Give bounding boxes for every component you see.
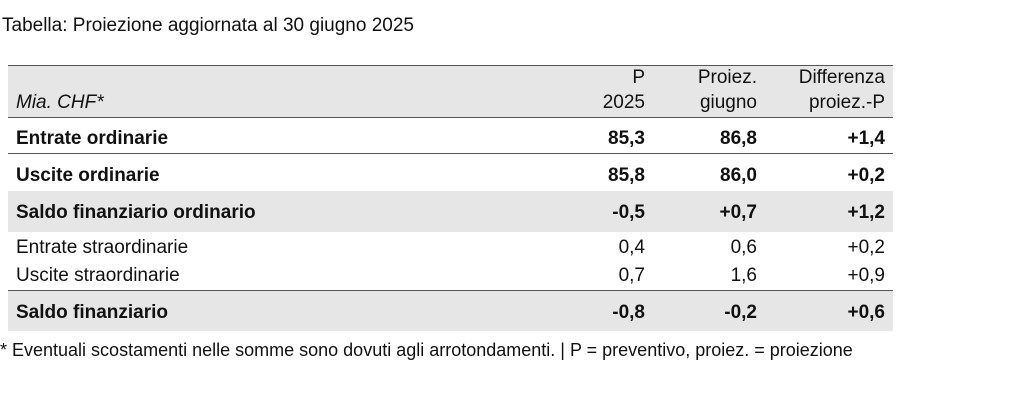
row-label: Saldo finanziario bbox=[16, 302, 169, 323]
cell: 86,8 bbox=[720, 128, 757, 149]
row-label: Saldo finanziario ordinario bbox=[16, 202, 256, 223]
header-bg bbox=[8, 65, 893, 117]
cell: 85,8 bbox=[608, 165, 645, 186]
cell: +1,4 bbox=[847, 128, 885, 149]
footnote: * Eventuali scostamenti nelle somme sono… bbox=[0, 340, 853, 360]
cell: 85,3 bbox=[608, 128, 645, 149]
column-header: 2025 bbox=[602, 92, 645, 113]
cell: +0,2 bbox=[847, 165, 885, 186]
cell: +1,2 bbox=[847, 202, 885, 223]
row-label: Entrate ordinarie bbox=[16, 128, 169, 149]
column-header: Differenza bbox=[798, 67, 885, 88]
row-bg bbox=[8, 291, 893, 331]
row-bg bbox=[8, 191, 893, 232]
cell: 86,0 bbox=[720, 165, 757, 186]
column-header: proiez.-P bbox=[808, 92, 885, 113]
cell: 0,4 bbox=[618, 237, 645, 258]
rule bbox=[8, 117, 893, 118]
cell: +0,9 bbox=[847, 265, 885, 286]
row-label: Entrate straordinarie bbox=[16, 237, 189, 258]
column-header: P bbox=[632, 67, 645, 88]
cell: -0,2 bbox=[724, 302, 757, 323]
column-header: giugno bbox=[699, 92, 757, 113]
cell: +0,6 bbox=[847, 302, 885, 323]
rule bbox=[8, 153, 893, 154]
cell: 0,7 bbox=[618, 265, 645, 286]
cell: +0,2 bbox=[847, 237, 885, 258]
cell: -0,5 bbox=[612, 202, 645, 223]
column-header: Proiez. bbox=[697, 67, 757, 88]
corner-label: Mia. CHF* bbox=[16, 92, 104, 113]
cell: -0,8 bbox=[612, 302, 645, 323]
cell: 1,6 bbox=[730, 265, 757, 286]
title: Tabella: Proiezione aggiornata al 30 giu… bbox=[2, 15, 414, 36]
row-label: Uscite straordinarie bbox=[16, 265, 180, 286]
rule bbox=[8, 290, 893, 291]
rule bbox=[8, 65, 893, 66]
cell: 0,6 bbox=[730, 237, 757, 258]
cell: +0,7 bbox=[719, 202, 757, 223]
row-label: Uscite ordinarie bbox=[16, 165, 160, 186]
